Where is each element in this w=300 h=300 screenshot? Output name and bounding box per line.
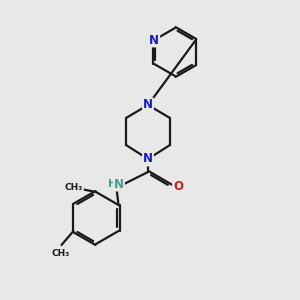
Text: CH₃: CH₃ (65, 182, 83, 191)
Text: H: H (108, 179, 116, 189)
Text: N: N (143, 98, 153, 112)
Text: CH₃: CH₃ (51, 248, 70, 257)
Text: N: N (114, 178, 124, 190)
Text: N: N (149, 34, 159, 46)
Text: N: N (143, 152, 153, 166)
Text: O: O (173, 179, 183, 193)
